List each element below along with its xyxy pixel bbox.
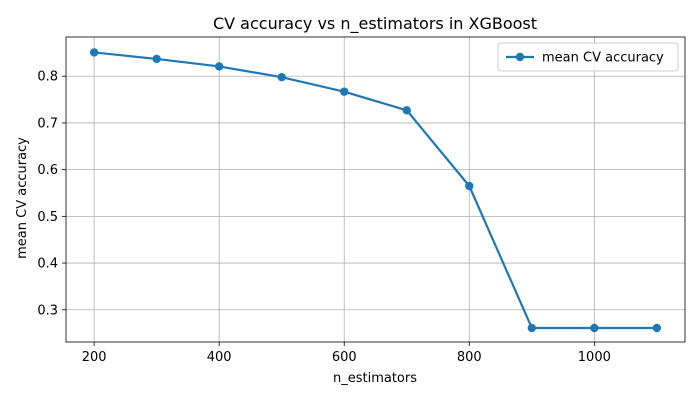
series <box>89 48 662 333</box>
axes: 200 400 600 800 1000 0.3 0.4 0.5 0.6 0.7 0.8 <box>37 36 686 365</box>
data-point <box>590 323 599 333</box>
y-tick-label: 0.6 <box>37 163 58 178</box>
x-tick-label: 600 <box>332 350 357 365</box>
data-point <box>340 87 349 96</box>
data-point <box>527 323 537 333</box>
plot-frame <box>65 36 686 343</box>
y-tick-label: 0.8 <box>37 70 58 85</box>
y-axis-label: mean CV accuracy <box>15 137 30 259</box>
chart-title: CV accuracy vs n_estimators in XGBoost <box>213 14 537 34</box>
x-tick-label: 800 <box>457 350 482 365</box>
y-tick-label: 0.5 <box>37 210 58 225</box>
x-tick-label: 400 <box>207 350 232 365</box>
data-point <box>652 323 662 333</box>
legend-box <box>497 42 679 72</box>
y-tick-label: 0.4 <box>37 257 58 272</box>
data-point <box>277 72 286 82</box>
data-point <box>89 48 99 57</box>
series-line <box>94 51 657 330</box>
x-tick-label: 200 <box>82 350 107 365</box>
data-point <box>465 181 474 191</box>
legend: mean CV accuracy <box>497 42 679 72</box>
x-tick-label: 1000 <box>578 350 611 365</box>
y-tick-label: 0.7 <box>37 116 58 131</box>
data-point <box>214 62 224 71</box>
legend-marker <box>515 52 525 62</box>
data-point <box>402 106 411 115</box>
data-point <box>152 54 161 64</box>
x-axis-label: n_estimators <box>333 371 417 386</box>
legend-label: mean CV accuracy <box>542 51 664 66</box>
y-tick-label: 0.3 <box>37 303 58 318</box>
